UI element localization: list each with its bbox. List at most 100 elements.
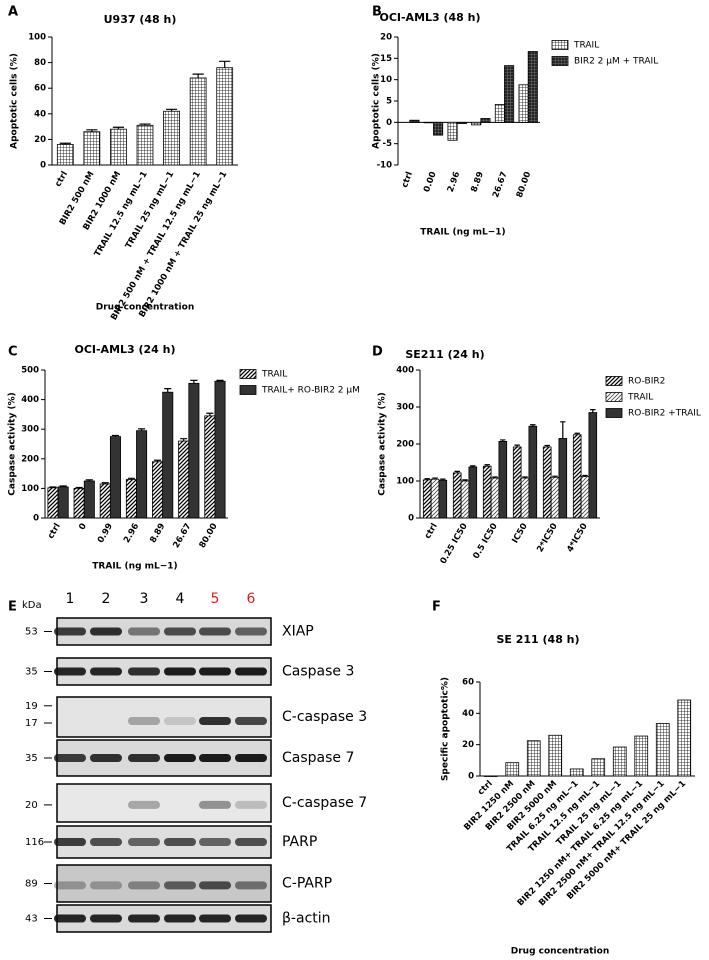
size-marker: 19 [25,701,38,712]
y-tick-label: 300 [21,425,39,435]
bar [588,412,598,519]
bar [498,441,508,519]
legend-swatch [605,376,623,386]
error-bar [590,408,596,413]
legend-swatch [551,56,569,66]
y-tick-label: 10 [380,75,392,85]
bar [125,479,137,519]
y-axis-label: Apoptotic cells (%) [10,53,20,149]
bar [409,119,420,123]
blot-band [235,800,267,809]
bar [634,735,649,777]
bar [655,723,670,777]
y-tick-label: 60 [34,84,46,94]
x-tick-label: ctrl [46,522,63,541]
error-bar [85,479,93,481]
blot-band [235,667,267,676]
x-axis-label: TRAIL (ng mL−1) [92,562,177,572]
x-tick-label: ctrl [400,170,415,189]
bar [438,479,448,519]
error-bar [574,432,580,435]
panel-letter: C [8,345,18,360]
x-tick-label: 0.99 [96,522,115,545]
error-bar [190,379,198,384]
x-axis-label: Drug concentration [511,947,609,957]
y-tick-label: 80 [34,58,46,68]
bar [452,472,462,519]
size-marker: 53 [25,627,38,638]
bar [542,446,552,519]
blot-band [54,754,86,762]
bar [526,740,541,777]
panel-letter: E [8,600,17,615]
blot-band [54,667,86,676]
bar [460,480,470,519]
blot-band [235,838,267,846]
chart-title: OCI-AML3 (24 h) [74,343,175,356]
panel-letter: B [372,5,382,20]
y-tick-label: 60 [462,678,474,688]
bar [480,118,491,123]
error-bar [492,476,498,479]
bar [527,51,538,123]
bar [57,486,69,519]
bar [73,487,85,519]
bar [56,144,74,166]
x-tick-label: 0.5 IC50 [471,522,499,561]
error-bar [180,438,188,442]
bar [162,391,174,519]
x-tick-label: ctrl [53,170,70,189]
error-bar [219,60,231,68]
y-tick-label: 400 [396,366,414,376]
error-bar [49,486,57,488]
blot-band [199,881,231,890]
x-tick-label: ctrl [476,779,495,798]
protein-label: β-actin [282,911,331,927]
bar [591,758,606,777]
bar [505,762,520,777]
blot-band [164,667,196,676]
protein-label: XIAP [282,624,314,640]
x-tick-label: 0.25 IC50 [439,522,470,566]
error-bar [582,474,588,477]
legend-label: BIR2 2 μM + TRAIL [574,57,658,67]
blot-band [235,914,267,923]
legend-label: TRAIL [573,41,599,51]
y-tick-label: 20 [34,135,46,145]
legend-label: TRAIL+ RO-BIR2 2 μM [261,386,360,396]
x-tick-label: 8.89 [469,170,486,193]
protein-label: Caspase 3 [282,664,354,680]
size-marker: 89 [25,879,38,890]
error-bar [544,444,550,447]
blot-band [128,838,160,846]
y-axis-label: Caspase activity (%) [378,392,388,495]
x-tick-label: 26.67 [491,170,510,199]
blot-band [199,914,231,923]
lane-label: 4 [176,591,185,607]
error-bar [59,485,67,487]
blot-band [128,667,160,676]
bar [188,382,200,519]
blot-band [90,754,122,762]
y-tick-label: 300 [396,403,414,413]
bar [136,430,148,519]
error-bar [59,142,71,145]
bar [504,65,515,123]
x-tick-label: 2.96 [446,170,463,193]
y-tick-label: -5 [383,139,393,149]
size-marker: 20 [25,800,38,811]
y-tick-label: 40 [34,109,46,119]
bar [558,438,568,519]
bar [518,84,529,123]
blot-band [164,914,196,923]
legend-swatch [605,408,623,418]
bar [677,699,692,777]
bar [468,466,478,519]
bar [110,128,127,166]
x-tick-label: TRAIL 25 ng mL−1 [124,170,177,251]
y-tick-label: 200 [21,454,39,464]
bar [430,478,440,519]
size-marker: 17 [25,718,38,729]
blot-band [128,914,160,923]
